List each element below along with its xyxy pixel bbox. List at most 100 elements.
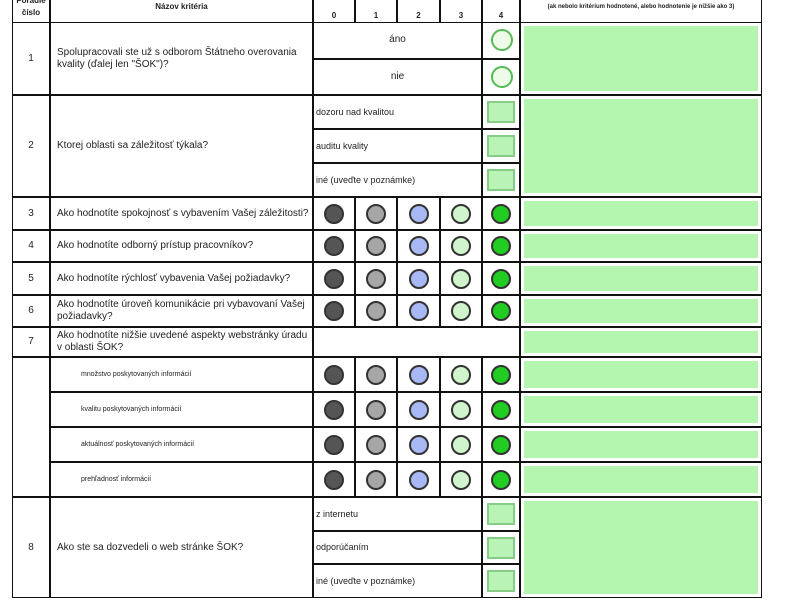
score-4-radio[interactable] [491,203,511,224]
score-0-radio[interactable] [324,268,344,289]
score-2-radio[interactable] [408,203,429,224]
score-4-radio[interactable] [491,268,511,289]
blank-cell [313,327,520,357]
option-checkbox[interactable] [487,502,515,525]
score-4-radio[interactable] [491,399,511,420]
header-note: (ak nebolo kritérium hodnotené, alebo ho… [520,0,762,23]
score-4-radio[interactable] [491,364,511,385]
score-0-radio[interactable] [324,203,344,224]
score-cell [482,197,520,230]
option-cell [482,129,520,163]
row-number: 8 [12,497,50,598]
score-cell [440,357,482,392]
score-1-radio[interactable] [366,469,386,490]
score-cell [313,230,355,262]
score-cell [397,230,440,262]
note-input[interactable] [524,26,758,91]
note-cell [520,357,762,392]
score-0-radio[interactable] [324,434,344,455]
option-radio[interactable] [491,29,513,52]
row-number: 1 [12,22,50,95]
score-cell [355,462,397,497]
score-2-radio[interactable] [408,301,429,321]
score-3-radio[interactable] [451,399,471,420]
note-input[interactable] [524,266,758,291]
score-2-radio[interactable] [408,434,429,455]
note-cell [520,230,762,262]
score-1-radio[interactable] [366,399,386,420]
option-radio[interactable] [491,65,513,88]
score-cell [313,427,355,462]
score-2-radio[interactable] [408,469,429,490]
option-cell [482,530,520,565]
note-input[interactable] [524,466,758,493]
note-input[interactable] [524,396,758,423]
score-cell [355,427,397,462]
note-input[interactable] [524,234,758,258]
note-cell [520,22,762,95]
score-0-radio[interactable] [324,301,344,321]
option-checkbox[interactable] [487,536,515,559]
score-cell [313,357,355,392]
score-cell [397,427,440,462]
note-cell [520,295,762,327]
header-order: Poradie číslo [12,0,50,23]
score-0-radio[interactable] [324,469,344,490]
note-cell [520,95,762,197]
score-4-radio[interactable] [491,236,511,256]
score-2-radio[interactable] [408,236,429,256]
score-1-radio[interactable] [366,301,386,321]
criterion-text: Spolupracovali ste už s odborom Štátneho… [50,22,313,95]
note-input[interactable] [524,501,758,594]
score-3-radio[interactable] [451,469,471,490]
note-cell [520,392,762,427]
score-0-radio[interactable] [324,399,344,420]
header-score-1: 1 [355,0,397,23]
score-3-radio[interactable] [451,203,471,224]
criterion-text: prehľadnosť informácií [50,462,313,497]
option-cell [482,58,520,95]
score-3-radio[interactable] [451,268,471,289]
score-2-radio[interactable] [408,399,429,420]
note-input[interactable] [524,299,758,323]
score-cell [355,295,397,327]
note-input[interactable] [524,361,758,388]
score-0-radio[interactable] [324,236,344,256]
score-1-radio[interactable] [366,236,386,256]
score-4-radio[interactable] [491,434,511,455]
score-1-radio[interactable] [366,268,386,289]
score-1-radio[interactable] [366,364,386,385]
score-3-radio[interactable] [451,301,471,321]
score-3-radio[interactable] [451,434,471,455]
note-input[interactable] [524,99,758,193]
option-label: nie [313,58,482,95]
option-label: dozoru nad kvalitou [313,95,482,129]
row-number: 6 [12,295,50,327]
option-checkbox[interactable] [487,101,515,123]
header-score-2: 2 [397,0,440,23]
score-4-radio[interactable] [491,469,511,490]
note-input[interactable] [524,331,758,353]
option-checkbox[interactable] [487,570,515,593]
score-3-radio[interactable] [451,364,471,385]
criterion-text: Ako ste sa dozvedeli o web stránke ŠOK? [50,497,313,598]
score-cell [482,295,520,327]
note-input[interactable] [524,201,758,226]
option-checkbox[interactable] [487,135,515,157]
criterion-text: aktuálnosť poskytovaných informácií [50,427,313,462]
score-cell [397,462,440,497]
option-checkbox[interactable] [487,169,515,191]
score-4-radio[interactable] [491,301,511,321]
score-1-radio[interactable] [366,434,386,455]
score-3-radio[interactable] [451,236,471,256]
score-0-radio[interactable] [324,364,344,385]
score-1-radio[interactable] [366,203,386,224]
score-2-radio[interactable] [408,364,429,385]
score-cell [440,295,482,327]
note-input[interactable] [524,431,758,458]
score-cell [313,392,355,427]
score-2-radio[interactable] [408,268,429,289]
score-cell [440,427,482,462]
score-cell [313,462,355,497]
